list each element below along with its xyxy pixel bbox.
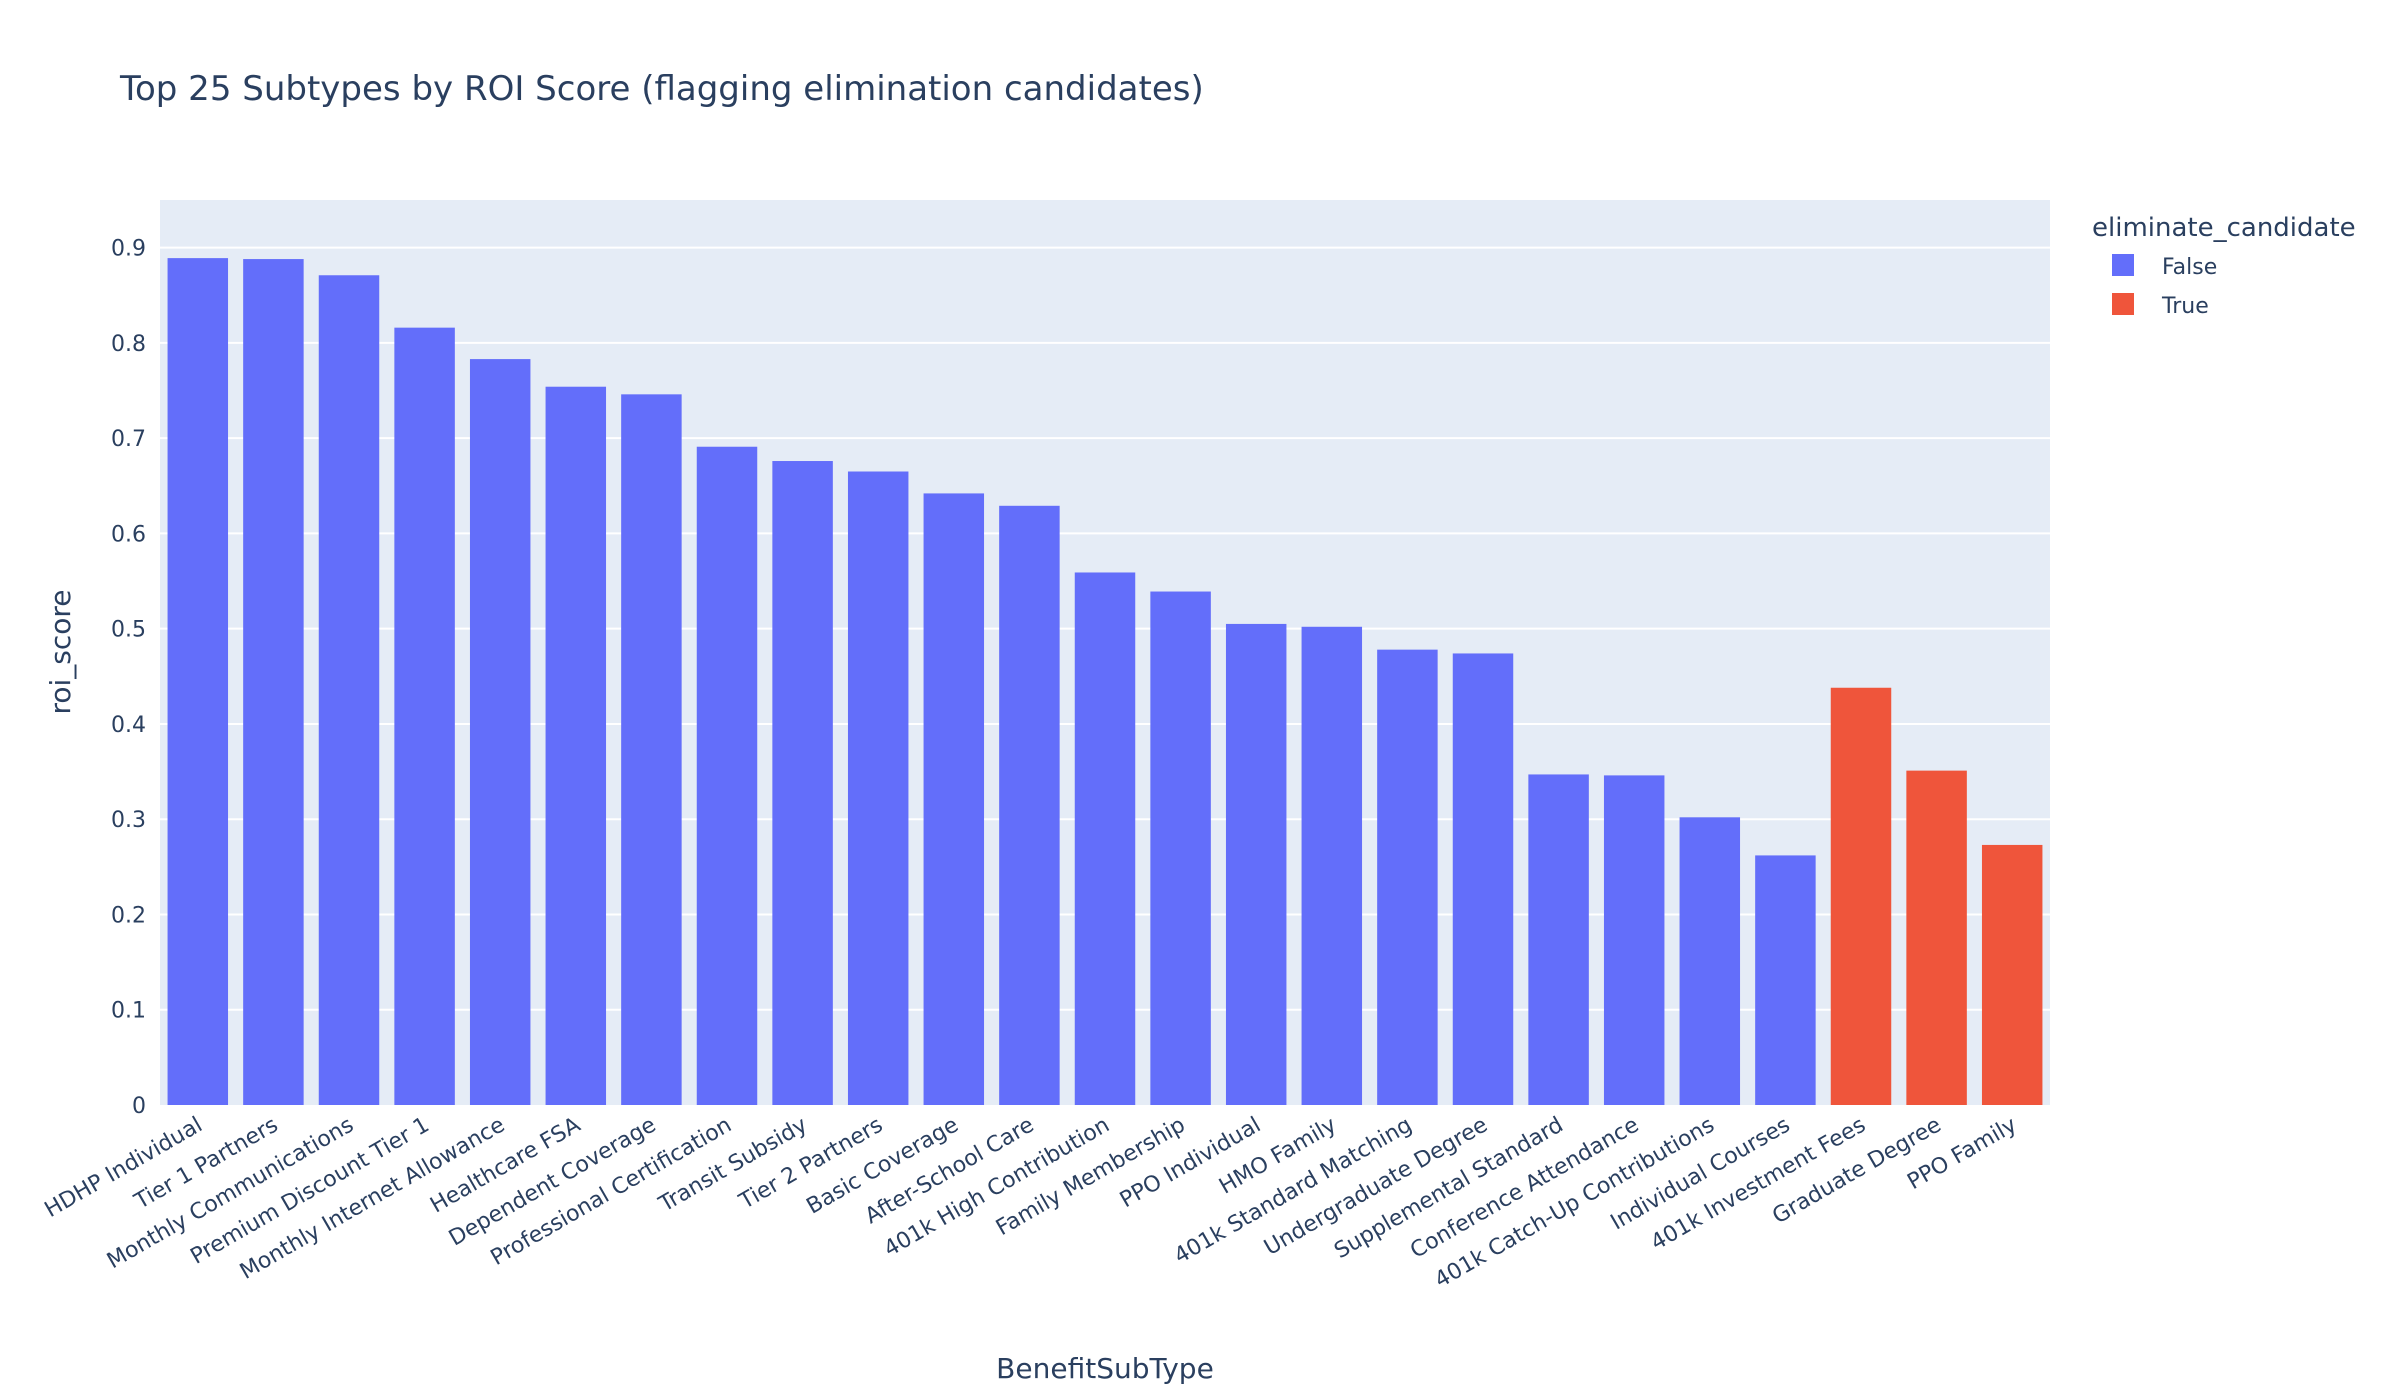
bar[interactable]: [1906, 770, 1967, 1105]
y-axis-title: roi_score: [44, 589, 77, 714]
y-tick-label: 0.7: [111, 427, 146, 452]
bar[interactable]: [1150, 591, 1211, 1105]
y-tick-label: 0.6: [111, 522, 146, 547]
bar[interactable]: [1603, 775, 1665, 1105]
y-tick-label: 0.2: [111, 903, 146, 928]
bar[interactable]: [545, 386, 607, 1105]
y-tick-label: 0.4: [111, 713, 146, 738]
bar[interactable]: [1679, 817, 1741, 1105]
bar[interactable]: [1377, 649, 1438, 1105]
legend-item-false[interactable]: False: [2112, 254, 2217, 280]
bar[interactable]: [772, 461, 833, 1105]
bar[interactable]: [1225, 623, 1287, 1105]
bars: [167, 258, 2043, 1106]
bar[interactable]: [1301, 626, 1363, 1105]
y-tick-label: 0.1: [111, 999, 146, 1024]
bar[interactable]: [696, 446, 758, 1105]
legend-item-true[interactable]: True: [2112, 293, 2209, 319]
bar[interactable]: [394, 327, 455, 1106]
legend-swatch-false: [2112, 254, 2134, 276]
bar[interactable]: [318, 275, 380, 1105]
bar[interactable]: [621, 394, 682, 1105]
bar[interactable]: [1074, 572, 1136, 1105]
legend[interactable]: eliminate_candidate False True: [2092, 213, 2356, 319]
y-tick-label: 0.8: [111, 332, 146, 357]
bar[interactable]: [243, 259, 304, 1105]
y-axis-ticks: 0 0.1 0.2 0.3 0.4 0.5 0.6 0.7 0.8 0.9: [111, 237, 146, 1119]
bar[interactable]: [469, 359, 531, 1105]
y-tick-label: 0.5: [111, 618, 146, 643]
x-axis-title: BenefitSubType: [996, 1352, 1214, 1385]
bar[interactable]: [1452, 653, 1514, 1105]
legend-swatch-true: [2112, 293, 2134, 315]
legend-label-true: True: [2161, 294, 2209, 319]
legend-title: eliminate_candidate: [2092, 213, 2356, 243]
bar[interactable]: [923, 493, 985, 1105]
chart-title: Top 25 Subtypes by ROI Score (flagging e…: [119, 69, 1204, 109]
bar[interactable]: [847, 471, 909, 1106]
bar[interactable]: [167, 258, 229, 1105]
bar[interactable]: [1755, 855, 1816, 1105]
bar[interactable]: [999, 505, 1060, 1105]
bar[interactable]: [1981, 844, 2043, 1105]
y-tick-label: 0.9: [111, 237, 146, 262]
y-tick-label: 0.3: [111, 808, 146, 833]
bar[interactable]: [1830, 687, 1892, 1105]
legend-label-false: False: [2162, 255, 2217, 280]
y-tick-label: 0: [132, 1094, 146, 1119]
bar[interactable]: [1528, 774, 1589, 1105]
